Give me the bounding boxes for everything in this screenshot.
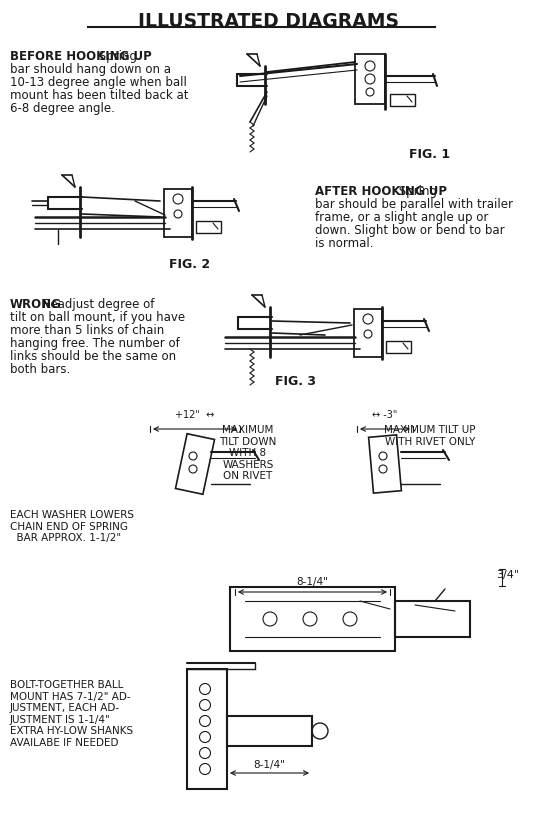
Text: AFTER HOOKING UP: AFTER HOOKING UP [315, 185, 447, 198]
Text: +12"  ↔: +12" ↔ [175, 410, 215, 420]
Text: WRONG: WRONG [10, 297, 62, 310]
Bar [227, 716, 312, 746]
Text: BEFORE HOOKING UP: BEFORE HOOKING UP [10, 50, 152, 63]
Text: down. Slight bow or bend to bar: down. Slight bow or bend to bar [315, 224, 505, 237]
Bar [196, 222, 221, 233]
Bar [187, 669, 227, 789]
Bar [390, 95, 415, 107]
Text: hanging free. The number of: hanging free. The number of [10, 337, 179, 349]
Text: mount has been tilted back at: mount has been tilted back at [10, 89, 189, 102]
Text: MAXIMUM
TILT DOWN
WITH 8
WASHERS
ON RIVET: MAXIMUM TILT DOWN WITH 8 WASHERS ON RIVE… [219, 425, 277, 481]
Text: bar should be parallel with trailer: bar should be parallel with trailer [315, 198, 513, 211]
Text: is normal.: is normal. [315, 237, 374, 250]
Bar [230, 587, 395, 651]
Text: MAXIMUM TILT UP
WITH RIVET ONLY: MAXIMUM TILT UP WITH RIVET ONLY [384, 425, 476, 446]
Text: Spring: Spring [95, 50, 137, 63]
Text: ILLUSTRATED DIAGRAMS: ILLUSTRATED DIAGRAMS [139, 12, 399, 31]
Text: ↔ -3": ↔ -3" [372, 410, 398, 420]
Text: both bars.: both bars. [10, 363, 70, 376]
Bar [355, 55, 385, 105]
Text: frame, or a slight angle up or: frame, or a slight angle up or [315, 211, 488, 224]
Text: Spring: Spring [395, 185, 437, 198]
Text: links should be the same on: links should be the same on [10, 349, 176, 363]
Text: tilt on ball mount, if you have: tilt on ball mount, if you have [10, 310, 185, 324]
Text: 3/4": 3/4" [496, 570, 520, 580]
Text: more than 5 links of chain: more than 5 links of chain [10, 324, 164, 337]
Bar [386, 342, 411, 354]
Text: 6-8 degree angle.: 6-8 degree angle. [10, 102, 115, 115]
Text: 8-1/4": 8-1/4" [296, 576, 328, 586]
Text: BOLT-TOGETHER BALL
MOUNT HAS 7-1/2" AD-
JUSTMENT, EACH AD-
JUSTMENT IS 1-1/4"
EX: BOLT-TOGETHER BALL MOUNT HAS 7-1/2" AD- … [10, 679, 133, 747]
Bar [354, 310, 382, 358]
Text: FIG. 1: FIG. 1 [410, 148, 451, 161]
Bar [395, 601, 470, 638]
Text: 10-13 degree angle when ball: 10-13 degree angle when ball [10, 76, 187, 89]
Text: EACH WASHER LOWERS
CHAIN END OF SPRING
  BAR APPROX. 1-1/2": EACH WASHER LOWERS CHAIN END OF SPRING B… [10, 509, 134, 542]
Text: Readjust degree of: Readjust degree of [39, 297, 154, 310]
Bar [164, 190, 192, 238]
Text: 8-1/4": 8-1/4" [253, 759, 285, 769]
Text: FIG. 2: FIG. 2 [169, 258, 211, 271]
Text: bar should hang down on a: bar should hang down on a [10, 63, 171, 76]
Text: FIG. 3: FIG. 3 [275, 374, 316, 388]
